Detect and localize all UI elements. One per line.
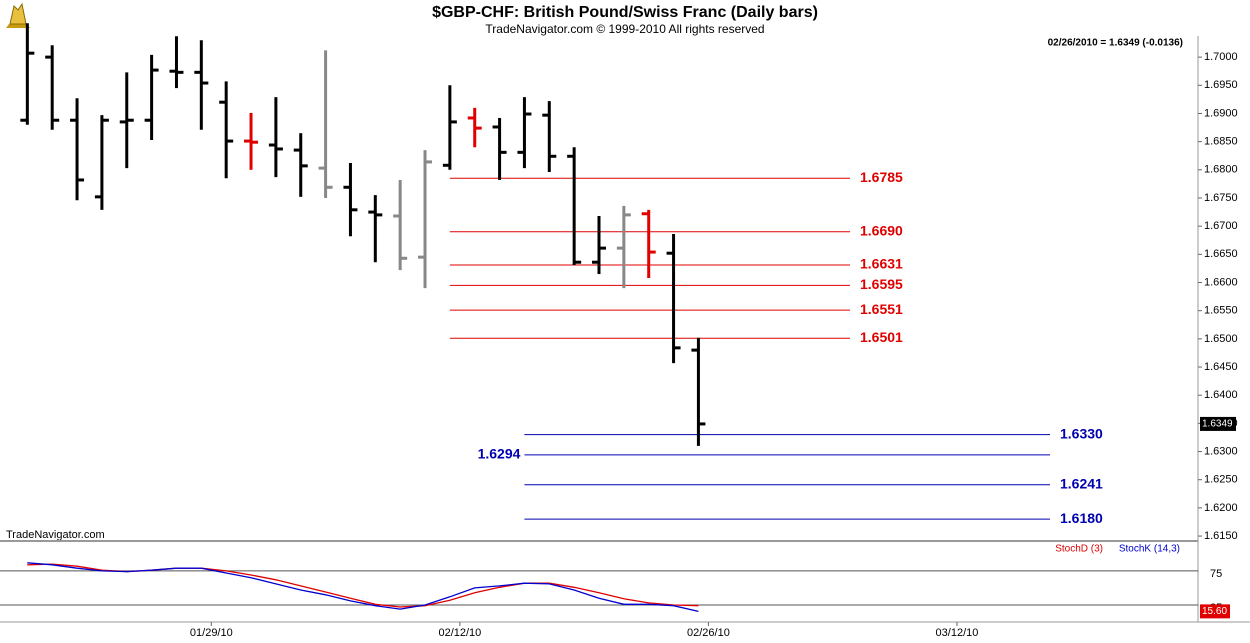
- price-tag: [1200, 416, 1236, 431]
- level-label: 1.6180: [1060, 510, 1103, 526]
- y-tick-label: 1.6150: [1204, 530, 1238, 542]
- y-tick-label: 1.6300: [1204, 445, 1238, 457]
- legend-label: StochK (14,3): [1119, 544, 1180, 555]
- y-tick-label: 1.6800: [1204, 164, 1238, 176]
- y-tick-label: 1.6450: [1204, 361, 1238, 373]
- stoch-line: [27, 562, 699, 613]
- level-label: 1.6551: [860, 301, 903, 317]
- value-tag: [1200, 604, 1230, 619]
- chart-subtitle: TradeNavigator.com © 1999-2010 All right…: [485, 22, 764, 36]
- y-tick-label: 1.6900: [1204, 107, 1238, 119]
- level-label: 1.6595: [860, 276, 903, 292]
- x-tick-label: 02/12/10: [438, 627, 481, 639]
- level-label: 1.6294: [478, 446, 521, 462]
- y-tick-label: 1.6850: [1204, 136, 1238, 148]
- y-tick-label: 1.6600: [1204, 276, 1238, 288]
- chart-title: $GBP-CHF: British Pound/Swiss Franc (Dai…: [432, 4, 818, 21]
- logo: [6, 2, 30, 28]
- y-tick-label: 1.6750: [1204, 192, 1238, 204]
- value-tag-label: 15.60: [1202, 606, 1227, 617]
- y-tick-label: 75: [1210, 568, 1222, 580]
- y-tick-label: 1.6650: [1204, 248, 1238, 260]
- level-label: 1.6785: [860, 169, 903, 185]
- level-label: 1.6631: [860, 256, 903, 272]
- watermark: TradeNavigator.com: [6, 529, 105, 541]
- level-label: 1.6330: [1060, 425, 1103, 441]
- price-tag-label: 1.6349: [1202, 419, 1233, 430]
- y-tick-label: 1.6250: [1204, 474, 1238, 486]
- legend-label: StochD (3): [1055, 544, 1103, 555]
- y-tick-label: 1.6500: [1204, 333, 1238, 345]
- y-tick-label: 1.6700: [1204, 220, 1238, 232]
- x-tick-label: 03/12/10: [936, 627, 979, 639]
- level-label: 1.6501: [860, 329, 903, 345]
- last-info: 02/26/2010 = 1.6349 (-0.0136): [1048, 38, 1183, 49]
- level-label: 1.6241: [1060, 475, 1103, 491]
- y-tick-label: 1.7000: [1204, 51, 1238, 63]
- y-tick-label: 1.6200: [1204, 502, 1238, 514]
- y-tick-label: 1.6950: [1204, 79, 1238, 91]
- level-label: 1.6690: [860, 222, 903, 238]
- y-tick-label: 1.6550: [1204, 305, 1238, 317]
- y-tick-label: 1.6400: [1204, 389, 1238, 401]
- x-tick-label: 01/29/10: [190, 627, 233, 639]
- x-tick-label: 02/26/10: [687, 627, 730, 639]
